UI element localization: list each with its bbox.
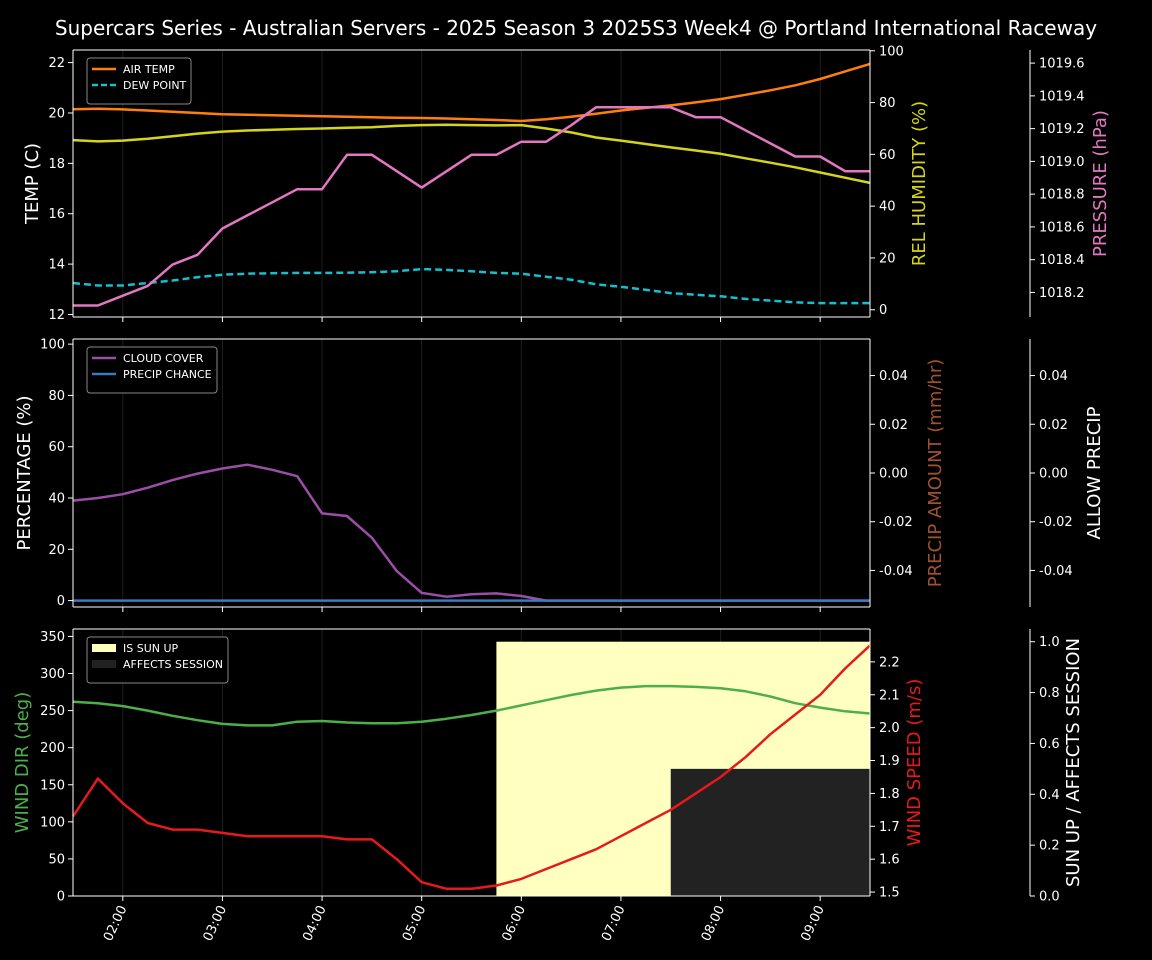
y-tick-label: 0.0: [1039, 890, 1060, 905]
axis-label: WIND SPEED (m/s): [904, 679, 925, 847]
y-tick-label: 14: [48, 258, 65, 273]
y-tick-label: 0.00: [1039, 467, 1068, 482]
y-tick-label: 100: [40, 338, 65, 353]
y-tick-label: 50: [48, 852, 65, 867]
legend: AIR TEMP DEW POINT: [86, 57, 192, 105]
legend-label: AFFECTS SESSION: [123, 658, 223, 671]
y-tick-label: 1019.4: [1039, 89, 1085, 104]
legend-label: CLOUD COVER: [123, 352, 204, 365]
axis-label: TEMP (C): [22, 143, 43, 225]
y-tick-label: 80: [48, 389, 65, 404]
y-tick-label: 1.6: [879, 853, 900, 868]
y-tick-label: -0.04: [1039, 564, 1073, 579]
y-tick-label: 350: [40, 630, 65, 645]
series-rel-humidity: [72, 123, 871, 185]
y-tick-label: 0: [57, 890, 65, 905]
y-tick-label: 100: [40, 815, 65, 830]
y-tick-label: -0.02: [879, 515, 913, 530]
legend-label: PRECIP CHANCE: [123, 368, 212, 381]
axis-label: SUN UP / AFFECTS SESSION: [1063, 638, 1084, 887]
series-wind-speed: [71, 644, 871, 891]
series-air-temp: [72, 62, 871, 123]
y-tick-label: 12: [48, 308, 65, 323]
y-tick-label: 0.8: [1039, 686, 1060, 701]
y-tick-label: 0.2: [1039, 839, 1060, 854]
y-tick-label: 20: [48, 106, 65, 121]
y-tick-label: 2.2: [879, 655, 900, 670]
y-tick-label: 1.0: [1039, 635, 1060, 650]
y-tick-label: 1018.4: [1039, 253, 1085, 268]
legend-box: [86, 636, 229, 684]
y-tick-label: 0.00: [879, 467, 908, 482]
y-tick-label: 80: [879, 96, 896, 111]
y-tick-label: 40: [48, 492, 65, 507]
y-tick-label: 300: [40, 667, 65, 682]
y-tick-label: 1.8: [879, 787, 900, 802]
y-tick-label: 60: [879, 148, 896, 163]
legend: IS SUN UP AFFECTS SESSION: [86, 636, 229, 684]
y-tick-label: 40: [879, 200, 896, 215]
y-tick-label: 0.4: [1039, 788, 1060, 803]
legend-box: [86, 346, 218, 394]
y-tick-label: 250: [40, 704, 65, 719]
y-tick-label: 20: [48, 543, 65, 558]
y-tick-label: 1018.8: [1039, 188, 1085, 203]
y-tick-label: 0.02: [1039, 418, 1068, 433]
legend-label: IS SUN UP: [123, 642, 179, 655]
panel-1: 12 14 16 18 20 22 TEMP (C) 0 20 40 60 80 100 REL HUMI…: [22, 44, 1111, 323]
y-tick-label: 0.04: [879, 369, 908, 384]
y-tick-label: 16: [48, 207, 65, 222]
axis-label: PRESSURE (hPa): [1090, 110, 1111, 257]
y-tick-label: 22: [48, 56, 65, 71]
series-pressure: [73, 106, 870, 307]
series-wind-dir: [72, 684, 871, 727]
y-tick-label: 1018.6: [1039, 220, 1085, 235]
y-tick-label: 0: [57, 594, 65, 609]
y-tick-label: 1019.0: [1039, 155, 1085, 170]
y-tick-label: -0.02: [1039, 515, 1073, 530]
y-tick-label: 20: [879, 251, 896, 266]
y-tick-label: 200: [40, 741, 65, 756]
y-tick-label: 60: [48, 440, 65, 455]
axis-label: PERCENTAGE (%): [14, 395, 35, 550]
legend-swatch: [92, 660, 116, 668]
y-tick-label: 2.1: [879, 688, 900, 703]
y-tick-label: 0.02: [879, 418, 908, 433]
y-tick-label: 18: [48, 157, 65, 172]
y-tick-label: 0.04: [1039, 369, 1068, 384]
axis-label: REL HUMIDITY (%): [909, 101, 930, 266]
y-tick-label: 150: [40, 778, 65, 793]
y-tick-label: 100: [879, 44, 904, 59]
y-tick-label: 0.6: [1039, 737, 1060, 752]
axis-label: WIND DIR (deg): [12, 692, 33, 834]
y-tick-label: 1.5: [879, 886, 900, 901]
y-tick-label: 2.0: [879, 721, 900, 736]
chart-title: Supercars Series - Australian Servers - …: [55, 16, 1097, 40]
legend-swatch: [92, 644, 116, 652]
panel-2: 0 20 40 60 80 100 PERCENTAGE (%) -0.04 -0.02 0.00…: [14, 338, 1105, 612]
affects-session-band: [670, 768, 870, 896]
y-tick-label: -0.04: [879, 564, 913, 579]
legend-label: AIR TEMP: [123, 63, 175, 76]
series-dew-point: [72, 267, 870, 305]
axis-label: PRECIP AMOUNT (mm/hr): [925, 359, 946, 588]
y-tick-label: 1.9: [879, 754, 900, 769]
y-tick-label: 1019.2: [1039, 122, 1085, 137]
y-tick-label: 0: [879, 303, 887, 318]
y-tick-label: 1.7: [879, 820, 900, 835]
axis-label: ALLOW PRECIP: [1084, 406, 1105, 539]
legend-label: DEW POINT: [123, 79, 187, 92]
legend: CLOUD COVER PRECIP CHANCE: [86, 346, 218, 394]
y-tick-label: 1019.6: [1039, 57, 1085, 72]
y-tick-label: 1018.2: [1039, 286, 1085, 301]
